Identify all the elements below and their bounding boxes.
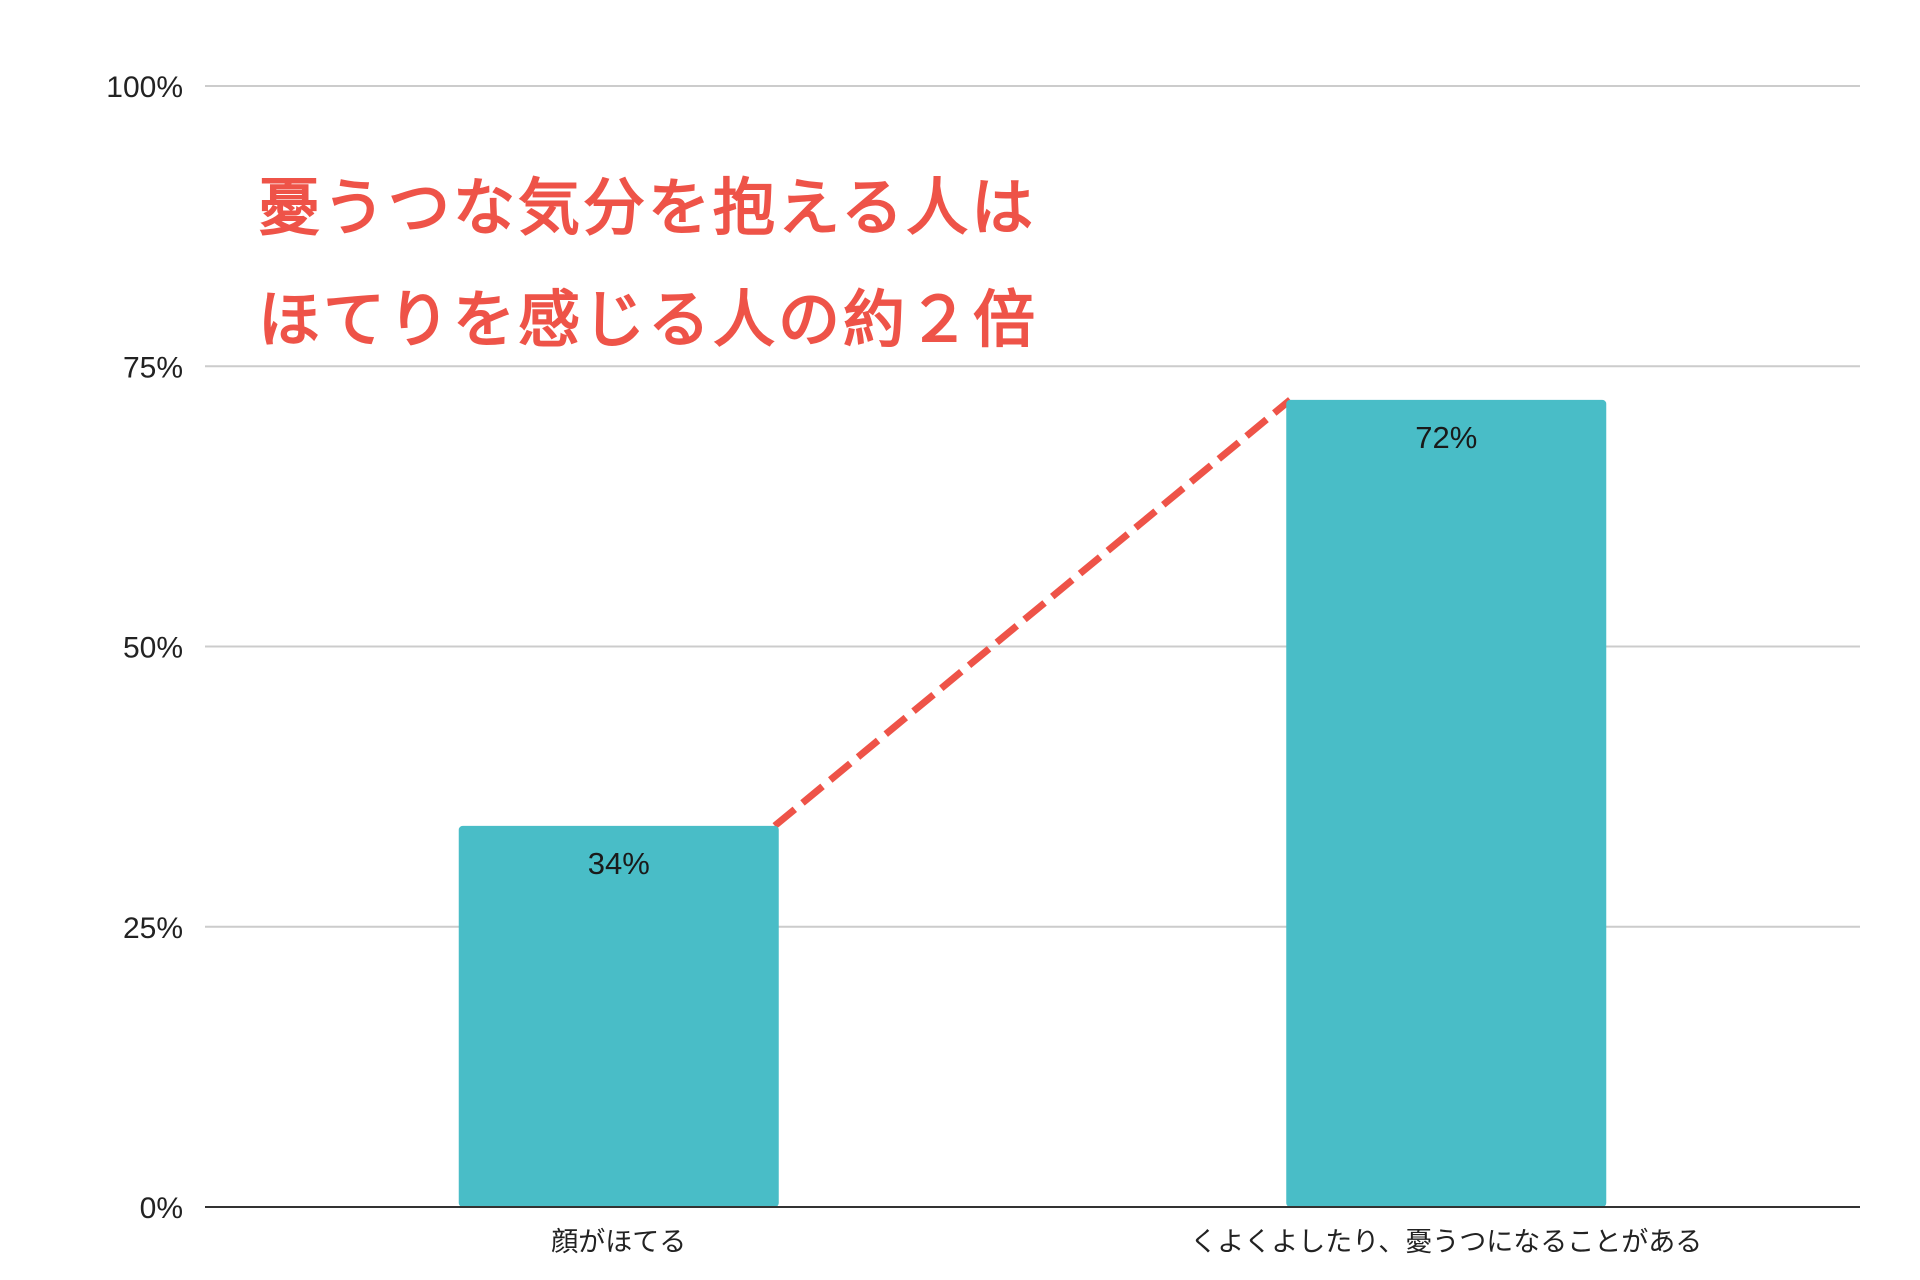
bar-1 <box>458 825 779 1207</box>
bar-2 <box>1286 399 1607 1207</box>
category-label-1: 顔がほてる <box>551 1227 686 1258</box>
data-label-1: 34% <box>588 846 650 881</box>
data-label-2: 72% <box>1415 420 1477 455</box>
connector-layer <box>772 397 1293 829</box>
dashed-connector-line <box>772 397 1293 829</box>
x-axis-category-labels: 顔がほてる くよくよしたり、憂うつになることがある <box>551 1227 1702 1258</box>
data-labels: 34% 72% <box>588 420 1478 881</box>
bars <box>458 399 1607 1207</box>
y-axis-tick-labels: 0% 25% 50% 75% 100% <box>106 71 183 1225</box>
category-label-2: くよくよしたり、憂うつになることがある <box>1190 1227 1702 1258</box>
annotation-line-2: ほてりを感じる人の約２倍 <box>258 283 1039 356</box>
annotation-line-1: 憂うつな気分を抱える人は <box>258 171 1037 244</box>
y-tick-label-75: 75% <box>123 351 183 384</box>
y-tick-label-0: 0% <box>140 1192 183 1225</box>
y-tick-label-100: 100% <box>106 71 183 104</box>
y-tick-label-50: 50% <box>123 632 183 665</box>
chart-annotation: 憂うつな気分を抱える人は ほてりを感じる人の約２倍 <box>258 152 1258 376</box>
y-tick-label-25: 25% <box>123 912 183 945</box>
